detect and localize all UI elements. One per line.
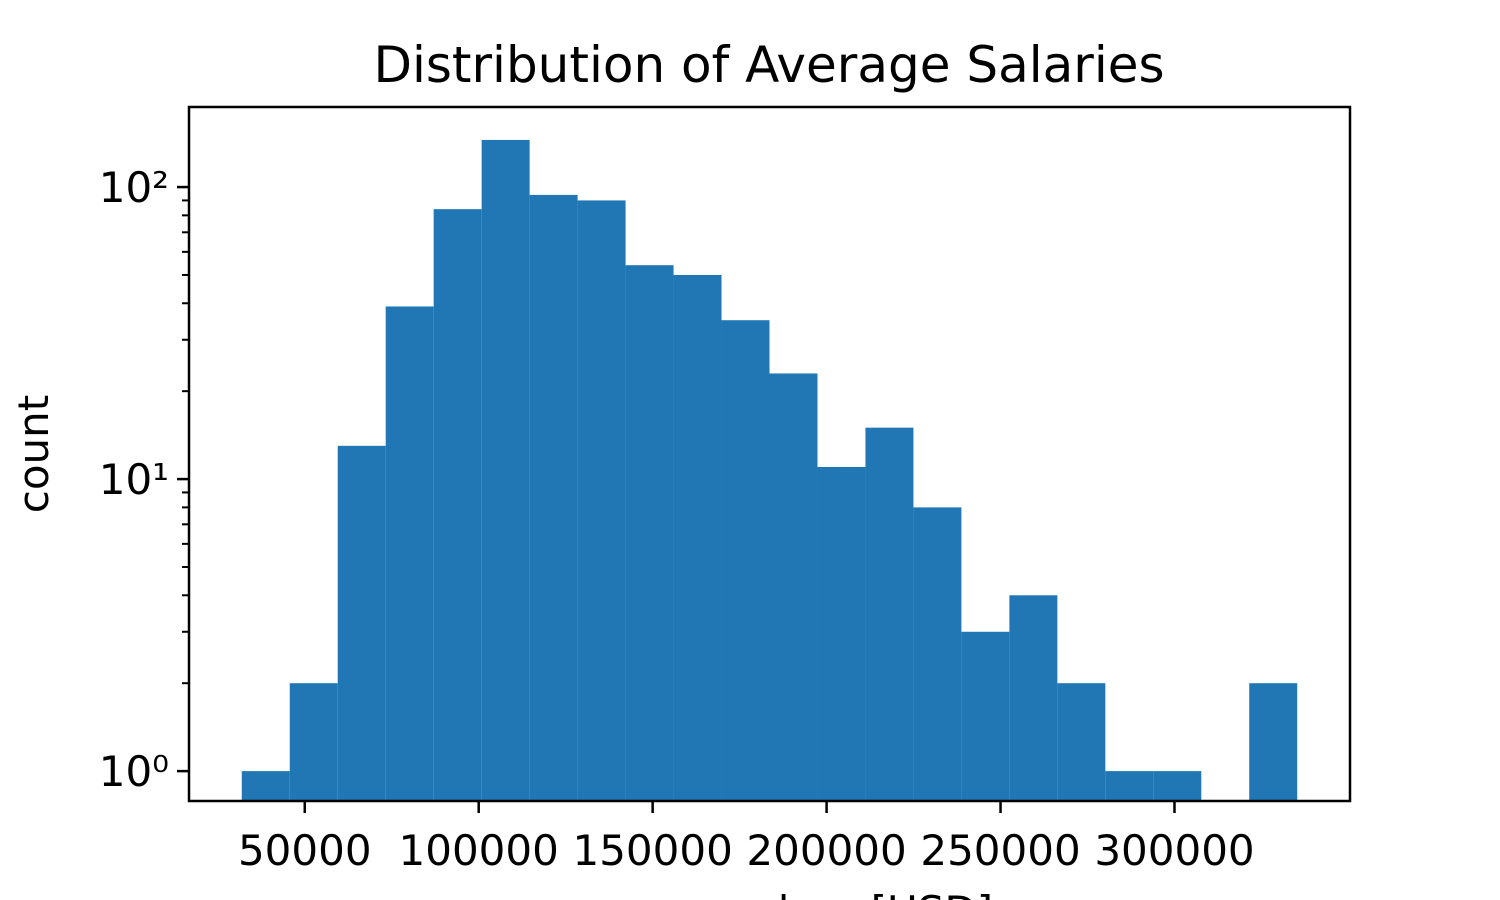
bar xyxy=(1057,683,1106,801)
bar xyxy=(961,631,1010,801)
bar xyxy=(865,427,914,801)
x-axis-label: average salary [USD] xyxy=(545,887,993,900)
y-axis-label: count xyxy=(9,395,58,514)
bar xyxy=(289,683,338,801)
bar xyxy=(817,466,866,801)
bar xyxy=(385,306,434,801)
bar xyxy=(913,507,962,801)
y-tick-label: 10² xyxy=(99,163,169,212)
bar xyxy=(625,265,674,801)
bar xyxy=(1105,771,1154,801)
x-tick-label: 100000 xyxy=(399,826,559,875)
bar xyxy=(769,373,818,801)
y-tick-label: 10¹ xyxy=(99,455,169,504)
bar xyxy=(337,445,386,801)
bar xyxy=(529,194,578,801)
bar xyxy=(433,209,482,801)
chart-title: Distribution of Average Salaries xyxy=(373,36,1164,94)
bar xyxy=(1249,683,1298,801)
y-tick-label: 10⁰ xyxy=(99,747,169,796)
x-tick-label: 150000 xyxy=(572,826,732,875)
x-tick-label: 250000 xyxy=(920,826,1080,875)
bar xyxy=(721,320,770,801)
bar xyxy=(1153,771,1202,801)
bar xyxy=(577,200,626,801)
x-tick-label: 50000 xyxy=(238,826,372,875)
plot-frame xyxy=(187,105,1352,803)
bar xyxy=(481,139,530,802)
bar xyxy=(673,274,722,802)
x-tick-label: 200000 xyxy=(746,826,906,875)
x-tick-label: 300000 xyxy=(1094,826,1254,875)
bar xyxy=(241,771,290,801)
bar xyxy=(1009,595,1058,801)
